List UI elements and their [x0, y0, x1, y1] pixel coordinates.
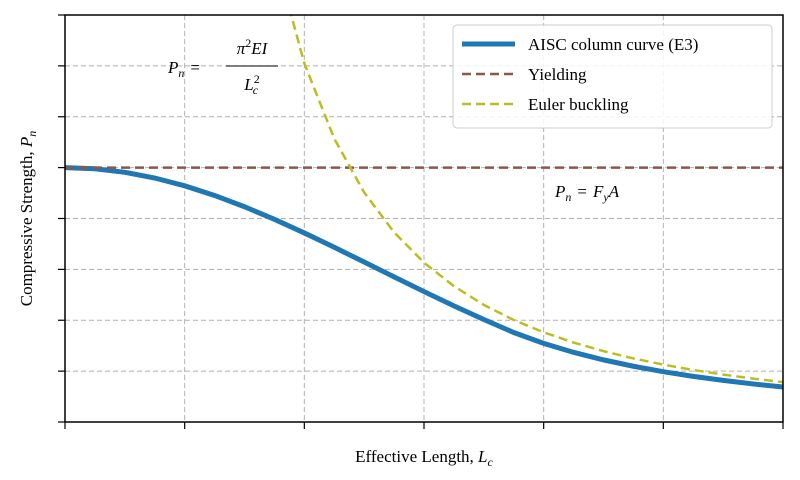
text-part: c — [253, 83, 259, 97]
text-part: P — [17, 137, 36, 148]
annotation: Pn = — [167, 58, 200, 80]
text-part: 2 — [254, 72, 260, 86]
plot-frame — [64, 14, 784, 423]
text-part: c — [488, 455, 494, 469]
text-part: 2 — [245, 36, 251, 50]
legend: AISC column curve (E3) Yielding Euler buck… — [452, 24, 773, 129]
legend-label: AISC column curve (E3) — [528, 35, 698, 54]
text-part: n — [25, 131, 39, 137]
text-part: Compressive Strength, — [17, 147, 36, 306]
annotation: π2EI — [237, 36, 269, 58]
text-part: EI — [250, 39, 268, 58]
text-part: A — [608, 182, 620, 201]
legend-box — [452, 24, 773, 129]
x-axis-label: Effective Length, Lc — [355, 447, 493, 469]
text-part: n — [565, 190, 571, 204]
text-part: L — [243, 75, 253, 94]
text-part: L — [477, 447, 487, 466]
series-line — [65, 165, 783, 390]
text-part: F — [592, 182, 604, 201]
y-axis-label: Compressive Strength, Pn — [17, 131, 39, 307]
legend-label: Yielding — [528, 65, 587, 84]
series-line — [289, 15, 783, 384]
text-part: = — [190, 58, 200, 77]
text-part: P — [167, 58, 178, 77]
text-part: = — [577, 182, 587, 201]
text-part: π — [237, 39, 246, 58]
text-part: P — [554, 182, 565, 201]
annotation: Pn = FyA — [554, 182, 620, 204]
legend-label: Euler buckling — [528, 95, 629, 114]
text-part: n — [178, 66, 184, 80]
text-part: Effective Length, — [355, 447, 478, 466]
annotation: L2 c — [243, 72, 259, 97]
text-part: y — [602, 190, 609, 204]
